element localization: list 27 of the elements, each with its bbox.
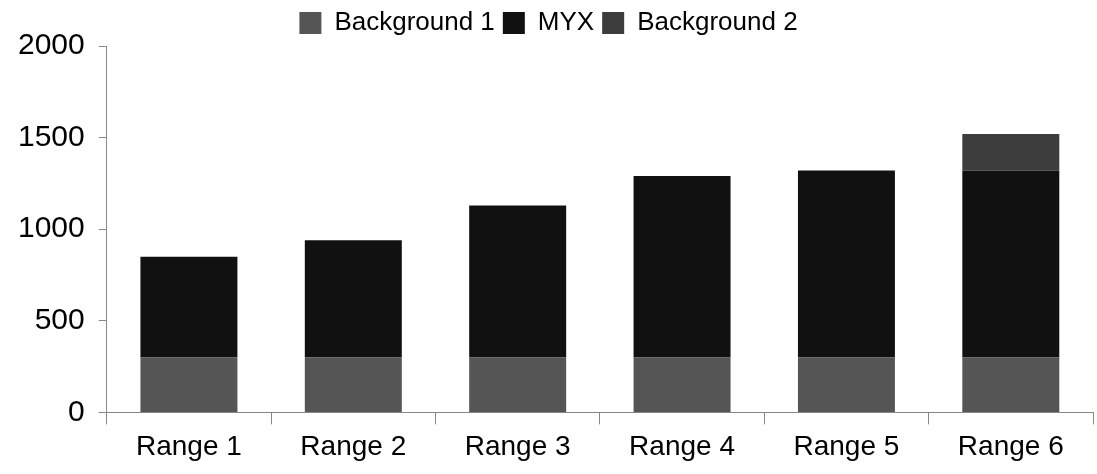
y-tick-label: 0 bbox=[68, 393, 85, 427]
legend-label: Background 1 bbox=[334, 6, 495, 37]
bar bbox=[469, 205, 567, 358]
bar bbox=[469, 357, 567, 412]
legend-label: MYX bbox=[537, 6, 595, 37]
bar bbox=[962, 357, 1060, 412]
y-tick-label: 1500 bbox=[17, 118, 85, 152]
bar bbox=[633, 176, 731, 358]
legend-label: Background 2 bbox=[637, 6, 798, 37]
bar bbox=[797, 170, 895, 358]
bar bbox=[962, 170, 1060, 358]
x-tick-label: Range 2 bbox=[300, 429, 407, 461]
bar bbox=[140, 357, 238, 412]
y-tick-label: 1000 bbox=[17, 210, 85, 244]
x-tick-label: Range 5 bbox=[793, 429, 900, 461]
bar bbox=[304, 240, 402, 358]
bar bbox=[304, 357, 402, 412]
y-tick-label: 500 bbox=[34, 302, 85, 336]
bar bbox=[140, 256, 238, 358]
bar bbox=[962, 133, 1060, 171]
bar bbox=[797, 357, 895, 412]
x-tick-label: Range 4 bbox=[629, 429, 735, 461]
y-tick-label: 2000 bbox=[17, 27, 85, 61]
x-tick-label: Range 6 bbox=[957, 429, 1064, 461]
x-tick-label: Range 1 bbox=[135, 429, 242, 461]
x-tick-label: Range 3 bbox=[464, 429, 571, 461]
bar bbox=[633, 357, 731, 412]
